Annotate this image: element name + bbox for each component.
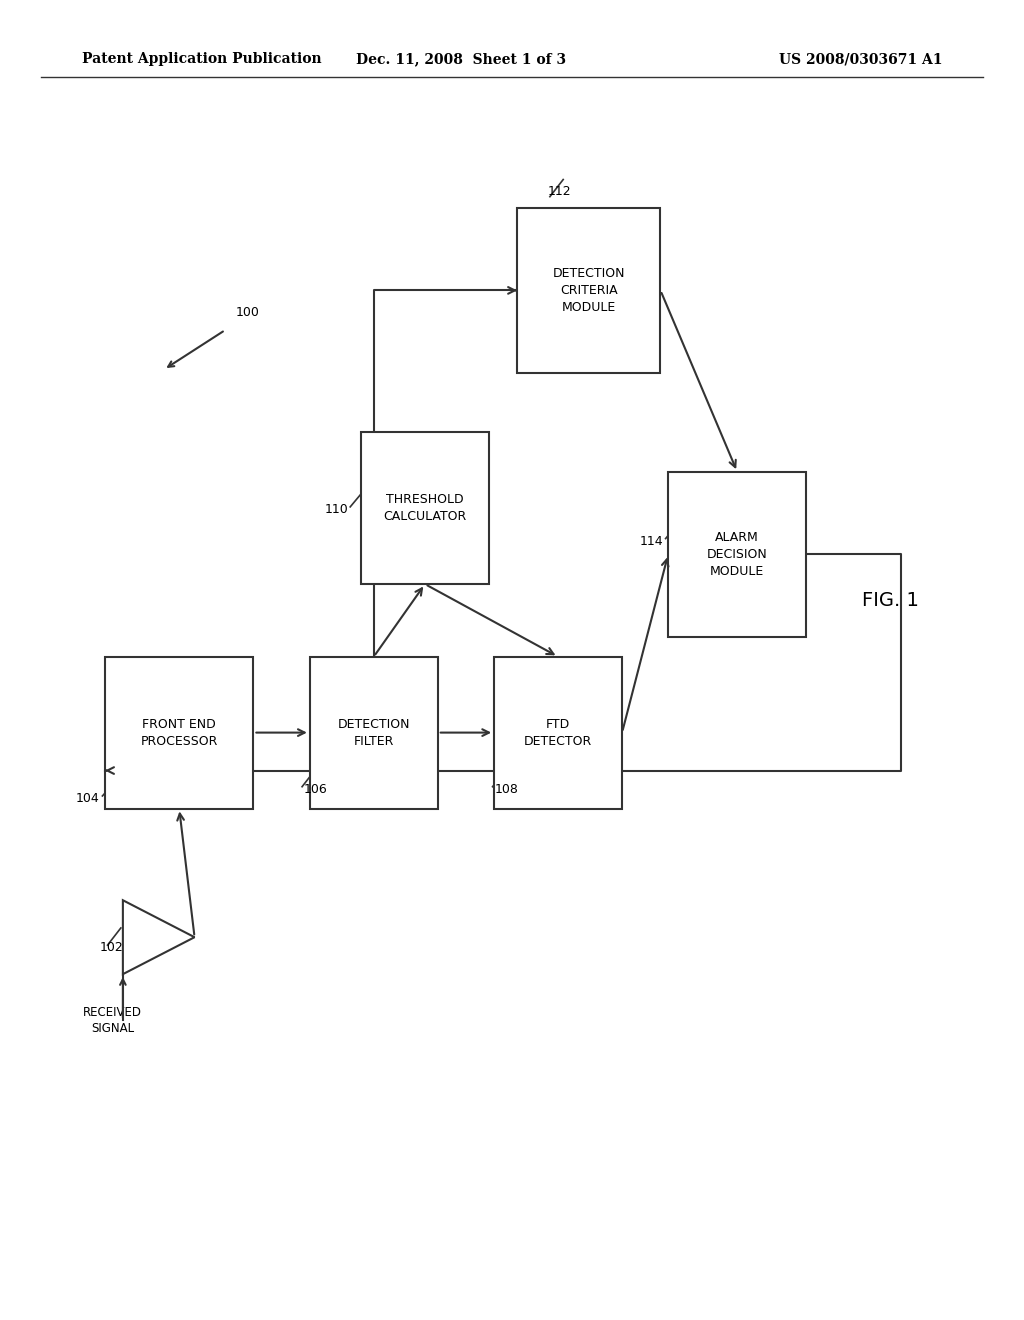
- Text: 114: 114: [640, 535, 664, 548]
- Text: 112: 112: [548, 185, 571, 198]
- Text: 102: 102: [99, 941, 123, 954]
- FancyBboxPatch shape: [668, 473, 807, 638]
- FancyBboxPatch shape: [360, 433, 489, 583]
- FancyBboxPatch shape: [495, 656, 623, 808]
- Text: FRONT END
PROCESSOR: FRONT END PROCESSOR: [140, 718, 218, 747]
- Text: Dec. 11, 2008  Sheet 1 of 3: Dec. 11, 2008 Sheet 1 of 3: [355, 53, 566, 66]
- Text: THRESHOLD
CALCULATOR: THRESHOLD CALCULATOR: [383, 494, 467, 523]
- Text: FIG. 1: FIG. 1: [862, 591, 920, 610]
- Text: DETECTION
CRITERIA
MODULE: DETECTION CRITERIA MODULE: [553, 267, 625, 314]
- FancyBboxPatch shape: [104, 656, 254, 808]
- Text: RECEIVED
SIGNAL: RECEIVED SIGNAL: [83, 1006, 142, 1035]
- Text: 104: 104: [76, 792, 99, 805]
- Text: 106: 106: [304, 783, 328, 796]
- Text: 100: 100: [236, 306, 259, 319]
- FancyBboxPatch shape: [309, 656, 438, 808]
- Text: FTD
DETECTOR: FTD DETECTOR: [524, 718, 592, 747]
- FancyBboxPatch shape: [517, 207, 660, 372]
- Text: 108: 108: [495, 783, 518, 796]
- Text: Patent Application Publication: Patent Application Publication: [82, 53, 322, 66]
- Text: DETECTION
FILTER: DETECTION FILTER: [338, 718, 410, 747]
- Text: ALARM
DECISION
MODULE: ALARM DECISION MODULE: [707, 531, 768, 578]
- Text: US 2008/0303671 A1: US 2008/0303671 A1: [778, 53, 942, 66]
- Text: 110: 110: [325, 503, 348, 516]
